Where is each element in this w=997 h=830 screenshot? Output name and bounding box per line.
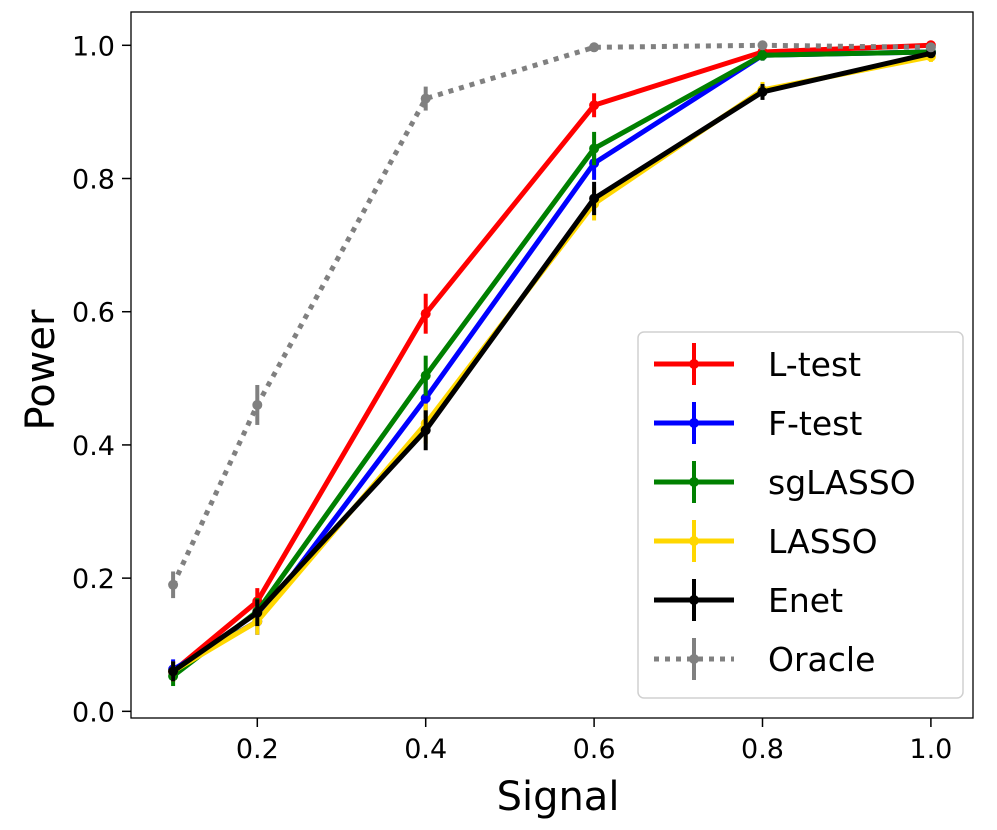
data-point-l-test [589,100,600,111]
legend-marker-lasso [689,536,699,546]
legend-item-oracle: Oracle [654,638,875,680]
legend: L-test F-test sgLASSO LASSO Enet Oracle [637,331,964,699]
data-point-enet [168,666,179,677]
legend-marker-f-test [689,418,699,428]
legend-label-l-test: L-test [768,345,861,384]
series-line-l-test [171,42,931,674]
series-line-oracle [170,42,931,586]
data-point-oracle [589,42,600,53]
data-point-enet [252,607,263,618]
series-layer [168,40,936,687]
y-tick-label: 0.8 [72,165,115,196]
y-tick-label: 0.6 [72,298,115,329]
series-enet [168,48,936,682]
y-tick-label: 0.0 [72,697,115,728]
data-point-f-test [420,393,431,404]
legend-marker-enet [689,595,699,605]
data-point-enet [420,425,431,436]
data-point-sglasso [757,50,768,61]
series-line-enet [171,50,932,674]
x-axis-title: Signal [497,774,620,820]
data-point-oracle [757,40,768,51]
legend-label-sglasso: sgLASSO [768,463,916,502]
data-point-sglasso [589,143,600,154]
data-point-oracle [252,399,263,410]
x-tick-label: 0.8 [741,734,784,765]
legend-label-lasso: LASSO [768,522,878,561]
x-tick-label: 0.6 [573,734,616,765]
y-tick-label: 0.4 [72,431,115,462]
x-tick-label: 0.2 [236,734,279,765]
legend-label-f-test: F-test [768,404,862,443]
y-axis-title: Power [18,309,64,430]
legend-item-lasso: LASSO [654,520,878,562]
legend-label-oracle: Oracle [768,640,875,679]
legend-label-enet: Enet [768,581,843,620]
y-tick-label: 0.2 [72,564,115,595]
y-axis-ticks: 0.0 0.2 0.4 0.6 0.8 1.0 [72,31,131,728]
data-point-oracle [168,579,179,590]
legend-item-sglasso: sgLASSO [654,461,916,503]
legend-item-f-test: F-test [654,402,862,444]
legend-marker-oracle [689,654,699,664]
x-tick-label: 0.4 [404,734,447,765]
y-tick-label: 1.0 [72,31,115,62]
x-axis-ticks: 0.2 0.4 0.6 0.8 1.0 [236,718,952,765]
x-tick-label: 1.0 [909,734,952,765]
data-point-sglasso [420,370,431,381]
data-point-l-test [420,308,431,319]
data-point-oracle [420,93,431,104]
legend-marker-sglasso [689,477,699,487]
series-oracle [168,40,936,599]
legend-item-enet: Enet [654,579,843,621]
data-point-enet [757,86,768,97]
data-point-oracle [925,42,936,53]
legend-item-l-test: L-test [654,343,861,385]
legend-marker-l-test [689,359,699,369]
data-point-enet [589,193,600,204]
